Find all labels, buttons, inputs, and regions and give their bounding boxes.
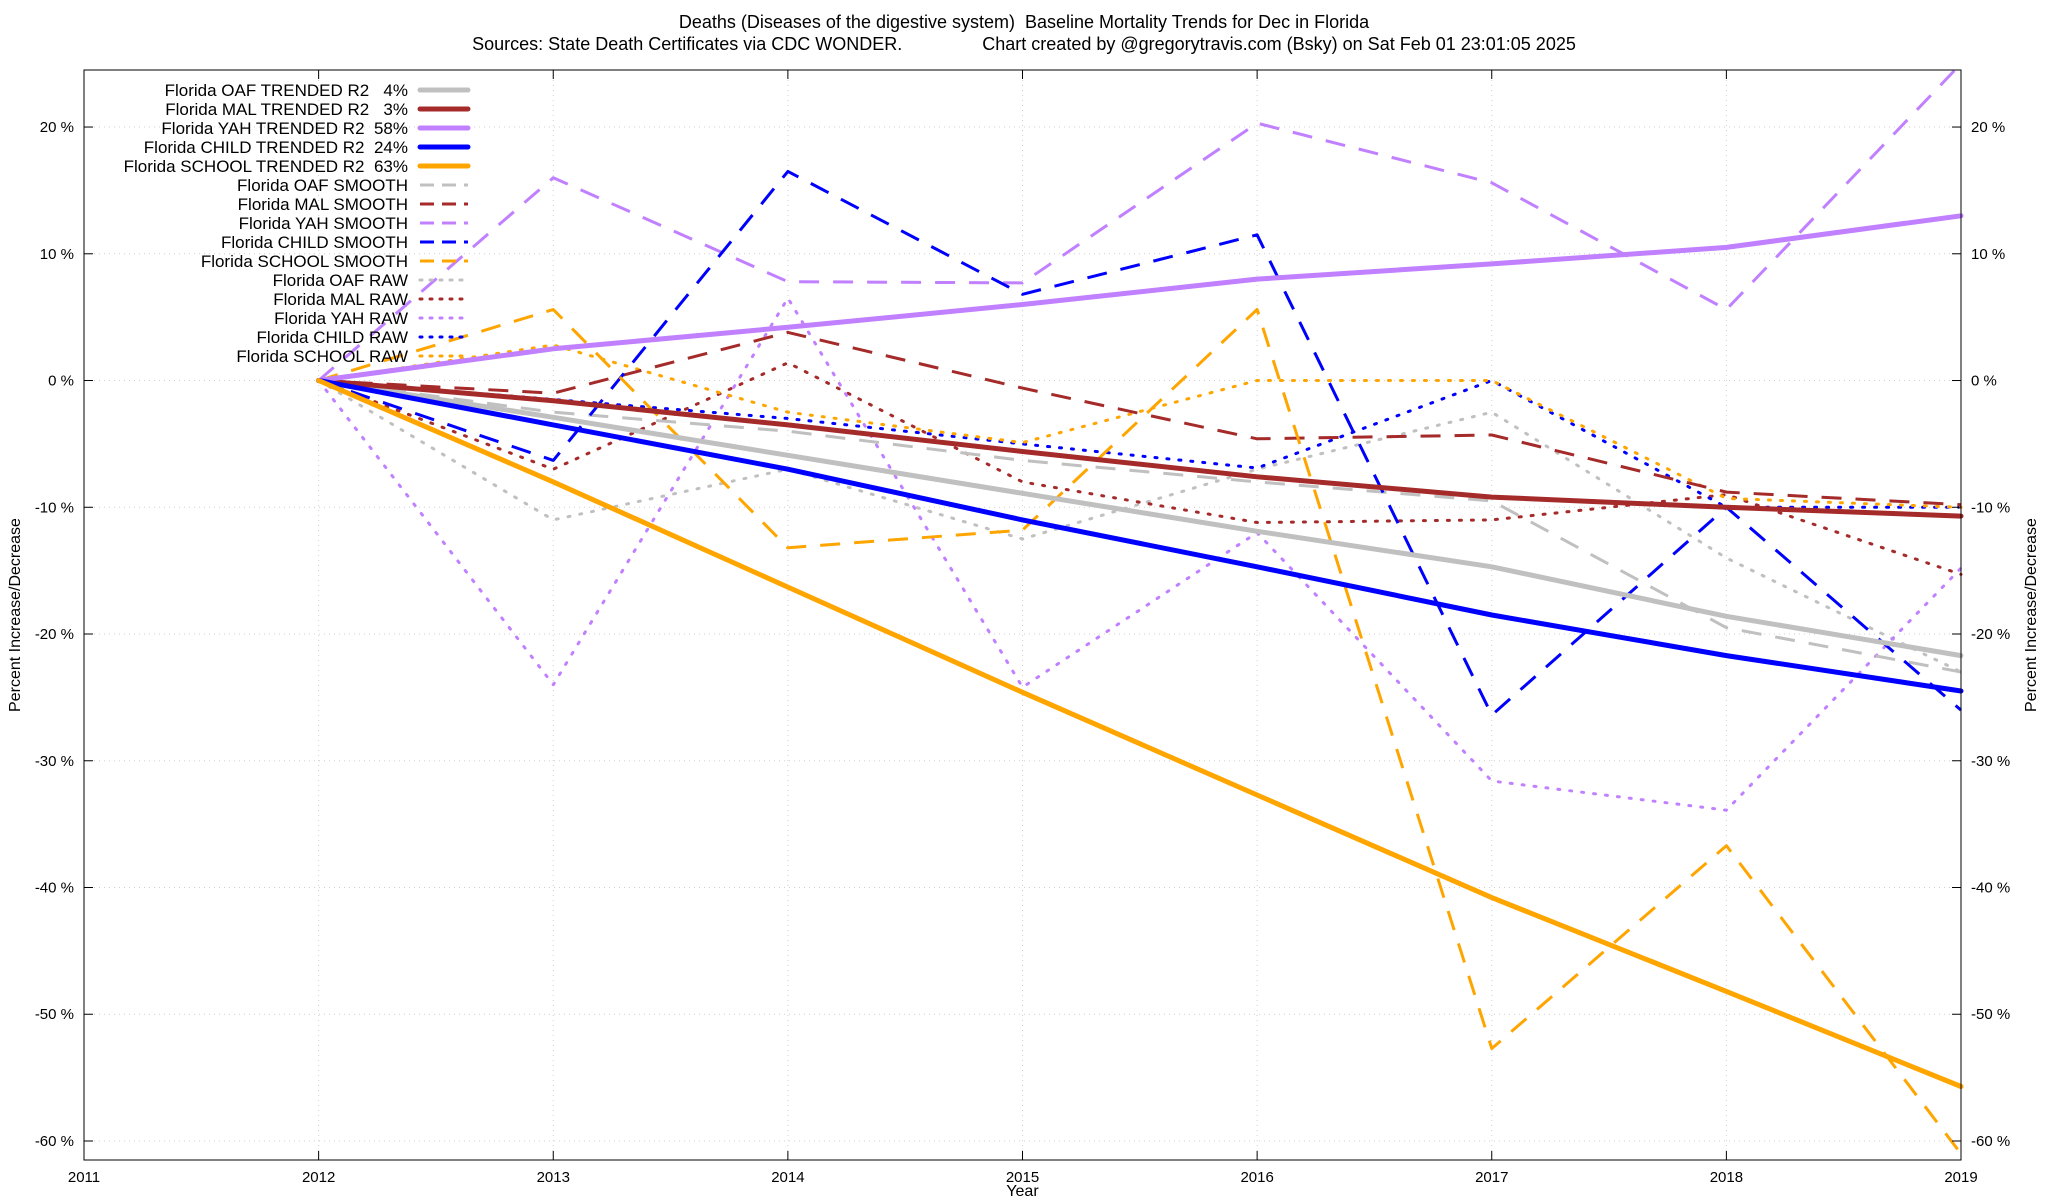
y-tick-label-right: -10 % [1971, 499, 2010, 516]
x-tick-label: 2015 [1006, 1169, 1039, 1186]
legend-label-florida-yah-smooth: Florida YAH SMOOTH [239, 214, 408, 233]
legend-label-florida-yah-trended: Florida YAH TRENDED R2 58% [161, 119, 408, 138]
chart-subtitle: Sources: State Death Certificates via CD… [472, 34, 1576, 54]
x-tick-label: 2019 [1944, 1169, 1977, 1186]
y-tick-label-right: -30 % [1971, 753, 2010, 770]
x-axis-title: Year [1006, 1183, 1039, 1200]
y-tick-label-left: 10 % [40, 246, 74, 263]
series-line-florida-mal-smooth [318, 330, 1962, 507]
legend-label-florida-mal-trended: Florida MAL TRENDED R2 3% [165, 100, 408, 119]
series-line-florida-mal-raw [317, 361, 1963, 576]
x-tick-label: 2013 [537, 1169, 570, 1186]
series-line-florida-yah-trended [316, 213, 1964, 383]
x-tick-label: 2014 [771, 1169, 804, 1186]
series-line-florida-yah-smooth [317, 62, 1963, 382]
y-tick-label-right: -40 % [1971, 880, 2010, 897]
y-tick-label-left: -10 % [35, 499, 74, 516]
x-tick-label: 2017 [1475, 1169, 1508, 1186]
y-tick-label-left: -50 % [35, 1006, 74, 1023]
series-line-florida-school-raw [317, 343, 1963, 509]
legend-label-florida-school-smooth: Florida SCHOOL SMOOTH [201, 252, 408, 271]
x-tick-label: 2016 [1240, 1169, 1273, 1186]
series-line-florida-yah-raw [317, 296, 1963, 812]
chart-title: Deaths (Diseases of the digestive system… [678, 12, 1370, 32]
x-tick-label: 2011 [68, 1169, 100, 1186]
y-tick-label-right: 20 % [1971, 119, 2005, 136]
series-line-florida-child-trended [316, 378, 1964, 694]
legend-label-florida-school-raw: Florida SCHOOL RAW [236, 347, 408, 366]
legend-label-florida-oaf-smooth: Florida OAF SMOOTH [237, 176, 408, 195]
y-axis-title-right: Percent Increase/Decrease [2023, 518, 2040, 712]
series-line-florida-school-trended [316, 378, 1964, 1089]
series-line-florida-oaf-smooth [318, 379, 1962, 674]
series-line-florida-oaf-raw [317, 379, 1963, 674]
y-tick-label-right: -20 % [1971, 626, 2010, 643]
y-tick-label-right: 0 % [1971, 373, 1997, 390]
y-axis-title-left: Percent Increase/Decrease [7, 518, 24, 712]
legend-label-florida-oaf-trended: Florida OAF TRENDED R2 4% [165, 81, 408, 100]
series-line-florida-child-smooth [318, 169, 1962, 717]
legend-label-florida-yah-raw: Florida YAH RAW [274, 309, 408, 328]
legend-label-florida-school-trended: Florida SCHOOL TRENDED R2 63% [124, 157, 408, 176]
legend-label-florida-child-smooth: Florida CHILD SMOOTH [221, 233, 408, 252]
y-tick-label-right: 10 % [1971, 246, 2005, 263]
y-tick-label-left: -60 % [35, 1133, 74, 1150]
series-line-florida-oaf-trended [316, 378, 1964, 659]
legend-label-florida-child-raw: Florida CHILD RAW [257, 328, 408, 347]
series-lines [316, 62, 1964, 1155]
series-line-florida-school-smooth [318, 308, 1963, 1155]
y-tick-label-left: 0 % [48, 373, 74, 390]
legend-label-florida-oaf-raw: Florida OAF RAW [273, 271, 408, 290]
legend-label-florida-mal-smooth: Florida MAL SMOOTH [238, 195, 408, 214]
y-tick-label-right: -50 % [1971, 1006, 2010, 1023]
axis-ticks: 20 % 20 % 10 % 10 % 0 % 0 % -10 % -10 % -20 % -20… [35, 70, 2010, 1186]
series-line-florida-mal-trended [316, 378, 1964, 519]
y-tick-label-left: 20 % [40, 119, 74, 136]
legend-label-florida-child-trended: Florida CHILD TRENDED R2 24% [144, 138, 408, 157]
y-tick-label-left: -20 % [35, 626, 74, 643]
x-tick-label: 2018 [1710, 1169, 1743, 1186]
y-tick-label-left: -30 % [35, 753, 74, 770]
legend-label-florida-mal-raw: Florida MAL RAW [273, 290, 408, 309]
y-tick-label-right: -60 % [1971, 1133, 2010, 1150]
x-tick-label: 2012 [302, 1169, 335, 1186]
y-tick-label-left: -40 % [35, 880, 74, 897]
legend: Florida OAF TRENDED R2 4%Florida MAL TRE… [124, 81, 471, 366]
